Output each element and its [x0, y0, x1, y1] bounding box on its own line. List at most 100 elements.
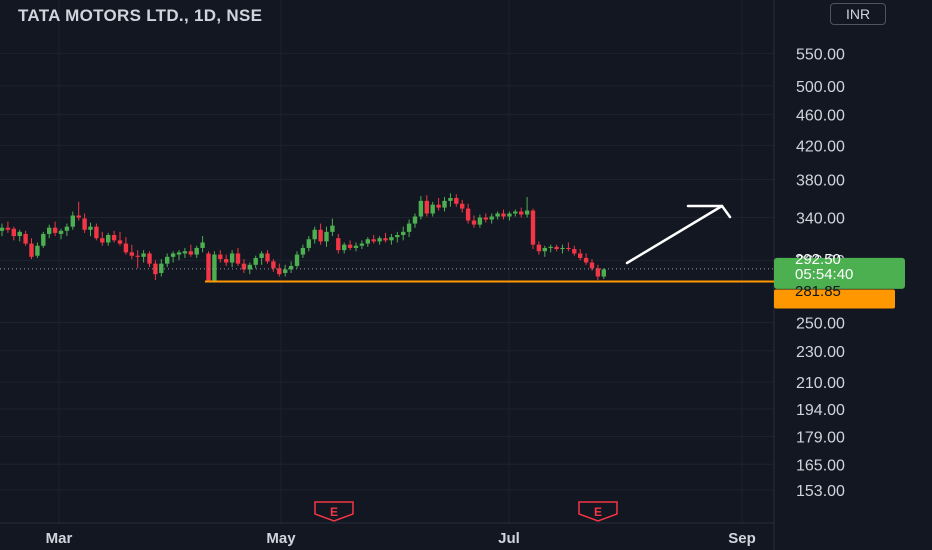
candle [41, 231, 46, 248]
candle-body [442, 200, 447, 208]
candle [560, 244, 565, 254]
candle-body [35, 245, 40, 256]
candle-body [454, 198, 459, 204]
earnings-marker-shape [578, 501, 618, 522]
candle-body [129, 252, 134, 256]
candle [129, 244, 134, 260]
candle-body [111, 235, 117, 241]
candle [353, 242, 359, 252]
trend-arrow[interactable] [625, 204, 732, 265]
candle-body [395, 235, 400, 238]
candle-body [300, 247, 306, 255]
earnings-marker: E [578, 501, 618, 522]
candle-body [507, 213, 512, 217]
candle [578, 249, 583, 261]
price-tick-label: 210.00 [796, 375, 845, 392]
candle [477, 214, 483, 228]
candle [377, 236, 382, 245]
candle [471, 215, 477, 228]
candle-body [277, 268, 282, 275]
price-tick-label: 550.00 [796, 46, 845, 63]
candle [401, 226, 406, 241]
candle-body [342, 244, 347, 251]
trend-arrow-head [686, 204, 732, 219]
price-tick-label: 250.00 [796, 315, 845, 332]
candle-body [159, 263, 164, 273]
candle-body [489, 216, 494, 220]
candle [229, 250, 235, 268]
candle-body [76, 215, 81, 218]
candle [454, 194, 459, 207]
candle-body [412, 216, 418, 224]
candle [566, 242, 571, 252]
time-tick-label: Jul [498, 530, 520, 547]
currency-button[interactable]: INR [830, 3, 886, 25]
candle [111, 230, 117, 243]
candle-body [536, 244, 542, 252]
candle-body [501, 213, 506, 217]
candle-body [47, 227, 52, 234]
candle-body [359, 243, 365, 246]
price-tick-label: 460.00 [796, 107, 845, 124]
candle-body [583, 257, 589, 263]
candle [5, 221, 11, 233]
candle-body [601, 269, 606, 277]
candle [212, 251, 217, 283]
candle-body [206, 253, 211, 282]
candle-body [29, 243, 34, 257]
candle [147, 251, 152, 268]
time-tick-label: Mar [46, 530, 73, 547]
candle [259, 251, 264, 265]
candle [371, 235, 376, 244]
candle [336, 233, 341, 254]
candle [513, 209, 518, 217]
price-tick-label: 500.00 [796, 79, 845, 96]
candle [536, 241, 542, 255]
candle [418, 196, 424, 220]
candle-body [259, 253, 264, 258]
price-tick-label: 230.00 [796, 344, 845, 361]
candle [460, 199, 465, 213]
time-axis[interactable]: Mar May Jul Sep [46, 530, 756, 547]
candle-body [224, 259, 229, 263]
candle-body [436, 204, 441, 208]
support-price-label: 281.85 [795, 283, 841, 300]
candle-body [589, 262, 595, 269]
chart-title: TATA MOTORS LTD., 1D, NSE [18, 6, 263, 25]
candle [595, 264, 601, 281]
candle-body [176, 252, 182, 255]
candle-body [170, 253, 176, 257]
candle-body [141, 253, 146, 257]
candle [383, 232, 388, 243]
candle [170, 251, 176, 263]
candle [52, 221, 58, 237]
candle [277, 263, 282, 277]
candle [106, 232, 111, 246]
candle-body [64, 226, 70, 231]
support-price-badge: 281.85 [774, 283, 895, 309]
candle [359, 240, 365, 250]
candle [312, 226, 317, 244]
candle-body [283, 269, 288, 273]
candle-body [560, 247, 565, 250]
candle-body [406, 223, 412, 232]
candle [58, 228, 64, 240]
candle [265, 250, 270, 264]
candle-body [318, 229, 323, 242]
candle-body [465, 208, 471, 221]
candle [554, 244, 559, 252]
candle [182, 247, 188, 258]
candle-body [513, 211, 518, 214]
candle [76, 201, 81, 221]
candle-body [595, 268, 601, 277]
grid [0, 0, 774, 523]
candle [365, 237, 370, 247]
price-tick-label: 165.00 [796, 457, 845, 474]
candle [330, 218, 335, 237]
time-tick-label: Sep [728, 530, 756, 547]
candle [135, 250, 140, 269]
candle-body [135, 255, 140, 257]
price-tick-label: 153.00 [796, 483, 845, 500]
candle [17, 229, 22, 242]
